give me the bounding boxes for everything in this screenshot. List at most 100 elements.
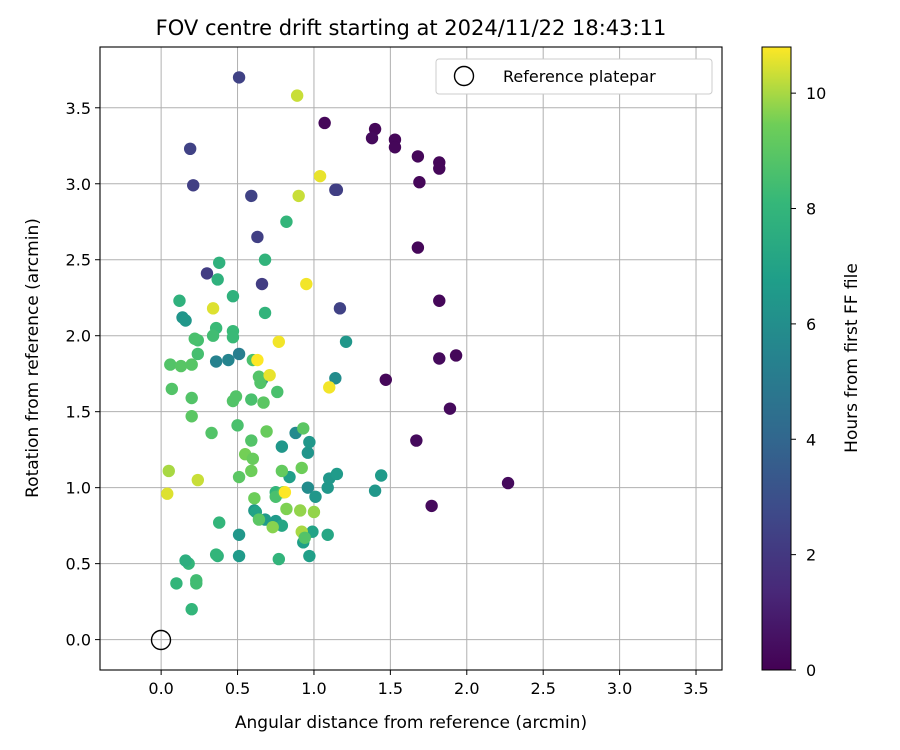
x-tick-label: 3.0 xyxy=(607,679,632,698)
data-point xyxy=(255,277,269,291)
data-point xyxy=(179,314,192,327)
data-point xyxy=(272,552,286,566)
data-point xyxy=(229,390,243,403)
data-point xyxy=(245,189,258,203)
data-point xyxy=(411,150,425,163)
data-point xyxy=(300,277,313,291)
data-point xyxy=(298,531,311,545)
data-point xyxy=(263,369,276,382)
data-point xyxy=(329,372,342,385)
data-point xyxy=(330,467,344,481)
y-tick-label: 2.5 xyxy=(66,251,91,270)
data-point xyxy=(425,499,438,513)
data-point xyxy=(174,359,188,373)
data-point xyxy=(333,302,347,315)
data-point xyxy=(254,376,267,390)
data-point xyxy=(200,267,214,280)
data-point xyxy=(222,353,235,367)
data-point xyxy=(245,393,258,406)
data-point xyxy=(410,434,423,447)
data-point xyxy=(211,273,224,286)
data-point xyxy=(191,347,205,361)
x-tick-label: 0.0 xyxy=(148,679,173,698)
legend-box xyxy=(435,58,713,95)
data-point xyxy=(213,256,226,269)
data-point xyxy=(275,440,289,453)
data-point xyxy=(365,131,379,145)
data-point xyxy=(313,169,327,183)
data-point xyxy=(301,481,315,494)
data-point xyxy=(413,176,426,189)
data-point xyxy=(232,528,246,541)
colorbar-gradient xyxy=(761,46,792,671)
x-axis-label: Angular distance from reference (arcmin) xyxy=(235,713,587,733)
data-point xyxy=(278,486,292,499)
data-points xyxy=(161,71,515,616)
data-point xyxy=(433,352,446,365)
chart-title: FOV centre drift starting at 2024/11/22 … xyxy=(156,16,667,40)
legend-label: Reference platepar xyxy=(503,67,656,86)
data-point xyxy=(187,179,200,192)
data-point xyxy=(295,461,308,475)
colorbar-ticks: 0 2 4 6 8 10 xyxy=(791,84,826,680)
data-point xyxy=(433,294,446,307)
data-point xyxy=(226,290,240,303)
data-point xyxy=(209,355,223,368)
data-point xyxy=(318,116,331,130)
colorbar-tick-label: 6 xyxy=(806,315,816,334)
data-point xyxy=(248,492,261,505)
data-point xyxy=(173,294,186,307)
data-point xyxy=(260,425,273,438)
data-point xyxy=(206,329,220,342)
data-point xyxy=(231,419,244,432)
data-point xyxy=(303,549,316,563)
data-point xyxy=(206,302,220,315)
data-point xyxy=(183,142,197,156)
data-point xyxy=(292,189,305,203)
data-point xyxy=(266,520,279,534)
x-tick-label: 3.5 xyxy=(683,679,708,698)
data-point xyxy=(251,353,264,367)
x-tick-label: 2.0 xyxy=(454,679,479,698)
data-point xyxy=(330,183,344,197)
data-point xyxy=(388,141,402,154)
colorbar-tick-label: 4 xyxy=(806,430,816,449)
grid-lines xyxy=(100,47,722,670)
data-point xyxy=(339,335,353,348)
data-point xyxy=(379,373,392,386)
data-point xyxy=(185,391,198,405)
colorbar-label: Hours from first FF file xyxy=(842,263,862,453)
data-point xyxy=(275,464,289,478)
data-point xyxy=(232,71,246,84)
data-point xyxy=(185,410,198,423)
data-point xyxy=(374,469,388,482)
data-point xyxy=(258,253,272,266)
data-point xyxy=(232,347,246,361)
y-axis-label: Rotation from reference (arcmin) xyxy=(23,218,43,498)
data-point xyxy=(323,381,336,394)
y-tick-label: 3.0 xyxy=(66,175,91,194)
colorbar-tick-label: 10 xyxy=(806,84,826,103)
data-point xyxy=(252,513,266,526)
y-tick-label: 3.5 xyxy=(66,99,91,118)
data-point xyxy=(245,434,258,447)
data-point xyxy=(303,435,316,449)
data-point xyxy=(179,554,192,567)
x-tick-label: 2.5 xyxy=(530,679,555,698)
y-tick-label: 1.5 xyxy=(66,403,91,422)
data-point xyxy=(170,577,183,590)
data-point xyxy=(258,306,272,320)
data-point xyxy=(433,162,446,175)
data-point xyxy=(191,473,205,487)
data-point xyxy=(164,358,177,371)
data-point xyxy=(272,335,286,348)
y-axis-ticks: 0.0 0.5 1.0 1.5 2.0 2.5 3.0 3.5 xyxy=(66,99,100,650)
data-point xyxy=(368,484,382,497)
x-axis-ticks: 0.0 0.5 1.0 1.5 2.0 2.5 3.0 3.5 xyxy=(148,670,709,698)
x-tick-label: 1.0 xyxy=(301,679,326,698)
data-point xyxy=(307,505,321,519)
data-point xyxy=(213,516,226,529)
x-tick-label: 0.5 xyxy=(225,679,250,698)
legend: Reference platepar xyxy=(435,58,713,95)
y-tick-label: 2.0 xyxy=(66,327,91,346)
